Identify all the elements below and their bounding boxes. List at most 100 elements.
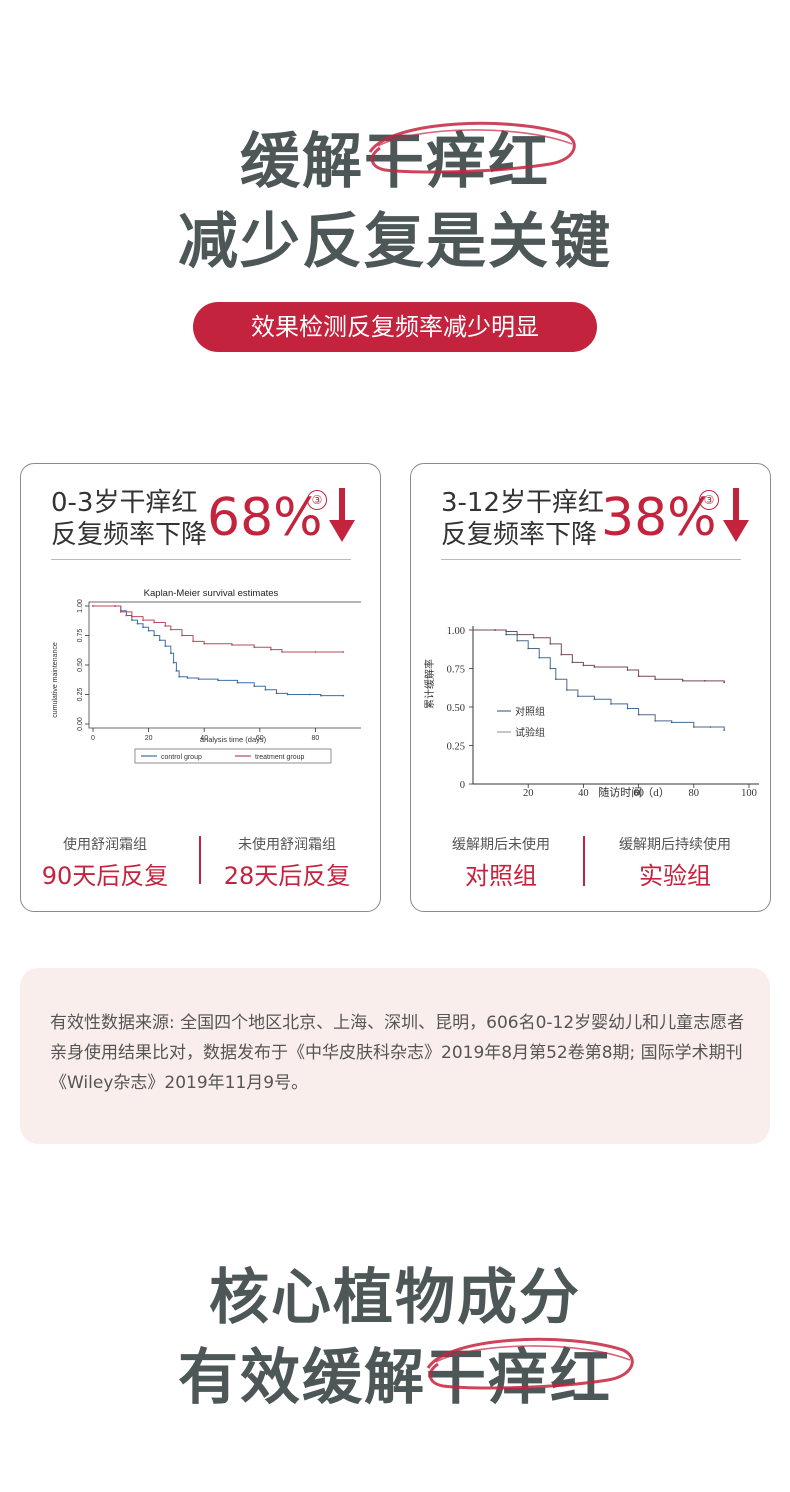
x-tick-label: 20 bbox=[145, 735, 153, 742]
y-tick-label: 0.75 bbox=[447, 665, 465, 676]
series-point bbox=[516, 633, 519, 636]
series-point bbox=[314, 651, 317, 653]
series-point bbox=[308, 693, 311, 696]
series-point bbox=[723, 681, 726, 684]
y-tick-label: 0.25 bbox=[447, 742, 465, 753]
x-tick-label: 60 bbox=[256, 735, 264, 742]
series-point bbox=[164, 645, 167, 648]
kaplan-meier-chart: Kaplan-Meier survival estimates cumulati… bbox=[52, 588, 361, 764]
series-point bbox=[286, 693, 289, 696]
footer-left-value: 90天后反复 bbox=[41, 862, 169, 890]
series-point bbox=[560, 653, 563, 656]
series-point bbox=[92, 605, 94, 607]
series-point bbox=[610, 703, 612, 705]
y-tick-label: 1.00 bbox=[77, 599, 84, 613]
data-source-note: 有效性数据来源: 全国四个地区北京、上海、深圳、昆明，606名0-12岁婴幼儿和… bbox=[20, 968, 770, 1144]
series-point bbox=[217, 679, 220, 682]
x-tick-label: 40 bbox=[578, 788, 589, 799]
y-tick-label: 0.75 bbox=[77, 629, 84, 643]
series-point bbox=[505, 630, 508, 633]
card-label-line-2: 反复频率下降 bbox=[51, 520, 208, 550]
footer-right-label: 未使用舒润霜组 bbox=[238, 837, 336, 853]
series-point bbox=[670, 721, 673, 724]
legend-label-trial: 试验组 bbox=[515, 726, 545, 739]
footer-separator bbox=[199, 836, 201, 884]
series-point bbox=[181, 634, 183, 637]
series-point bbox=[637, 675, 640, 678]
x-tick-label: 80 bbox=[312, 735, 320, 742]
series-line-1 bbox=[473, 629, 725, 683]
series-point bbox=[158, 639, 161, 642]
series-line-1 bbox=[93, 605, 344, 653]
card-label-line-1: 0-3岁干痒红 bbox=[51, 488, 198, 518]
series-point bbox=[593, 698, 596, 701]
y-tick-label: 0.00 bbox=[77, 717, 84, 731]
footer-left-label: 使用舒润霜组 bbox=[63, 837, 147, 853]
series-point bbox=[549, 642, 552, 645]
legend-label-treatment: treatment group bbox=[255, 754, 305, 761]
citation-mark: ③ bbox=[699, 490, 719, 510]
series-point bbox=[275, 692, 278, 695]
divider bbox=[51, 559, 351, 560]
series-point bbox=[114, 605, 117, 607]
chart-x-axis-label: 随访时间（d） bbox=[598, 785, 670, 799]
series-point bbox=[131, 615, 133, 618]
series-point bbox=[164, 625, 167, 627]
series-point bbox=[125, 614, 128, 617]
card-age-3-12: 3-12岁干痒红 反复频率下降 38% ③ 累计缓解率 随访时间（d） 20 40… bbox=[410, 463, 771, 912]
headline-line-2: 减少反复是关键 bbox=[178, 207, 612, 277]
series-point bbox=[320, 694, 322, 697]
series-point bbox=[197, 678, 200, 681]
series-point bbox=[582, 664, 585, 667]
footer-separator bbox=[583, 836, 585, 886]
series-point bbox=[270, 648, 272, 651]
series-point bbox=[637, 713, 640, 716]
x-tick-label: 0 bbox=[91, 735, 95, 742]
series-point bbox=[264, 688, 267, 691]
series-point bbox=[654, 678, 657, 681]
series-point bbox=[186, 677, 189, 679]
percent-value: 38% bbox=[601, 488, 717, 548]
series-point bbox=[203, 642, 206, 645]
series-point bbox=[192, 640, 194, 643]
series-point bbox=[142, 626, 144, 629]
series-point bbox=[576, 695, 579, 698]
y-tick-label: 0.50 bbox=[447, 703, 465, 714]
series-point bbox=[169, 628, 172, 631]
section-title-line-1: 核心植物成分 bbox=[209, 1263, 581, 1333]
divider bbox=[441, 559, 741, 560]
x-tick-label: 20 bbox=[523, 788, 534, 799]
series-point bbox=[153, 634, 156, 637]
down-arrow-icon bbox=[329, 488, 355, 542]
footer-left-value: 对照组 bbox=[465, 862, 537, 890]
series-point bbox=[131, 619, 133, 622]
series-point bbox=[153, 621, 156, 624]
citation-mark: ③ bbox=[307, 490, 327, 510]
card-label-line-1: 3-12岁干痒红 bbox=[441, 488, 605, 518]
series-point bbox=[593, 666, 596, 668]
section-title-line-2: 有效缓解干痒红 bbox=[178, 1343, 612, 1413]
series-point bbox=[554, 678, 557, 681]
series-point bbox=[342, 694, 345, 697]
chart-y-axis-label: cumulative maintenance bbox=[52, 642, 59, 718]
series-point bbox=[538, 656, 541, 659]
footer-left-label: 缓解期后未使用 bbox=[452, 837, 550, 853]
headline-line-1: 缓解干痒红 bbox=[240, 127, 550, 197]
card-label-line-2: 反复频率下降 bbox=[441, 520, 598, 550]
series-point bbox=[626, 669, 629, 671]
series-point bbox=[472, 629, 474, 631]
series-point bbox=[342, 651, 345, 653]
chart-y-axis-label: 累计缓解率 bbox=[423, 659, 436, 709]
series-point bbox=[494, 629, 496, 631]
series-point bbox=[565, 689, 568, 691]
footer-right-value: 实验组 bbox=[639, 862, 711, 890]
series-point bbox=[142, 619, 144, 622]
series-point bbox=[703, 679, 706, 682]
series-point bbox=[253, 646, 256, 649]
series-line-0 bbox=[473, 629, 725, 731]
chart-legend bbox=[134, 748, 332, 764]
series-point bbox=[175, 670, 178, 672]
legend-label-control: control group bbox=[161, 754, 202, 761]
series-point bbox=[626, 707, 629, 710]
x-tick-label: 60 bbox=[633, 788, 644, 799]
